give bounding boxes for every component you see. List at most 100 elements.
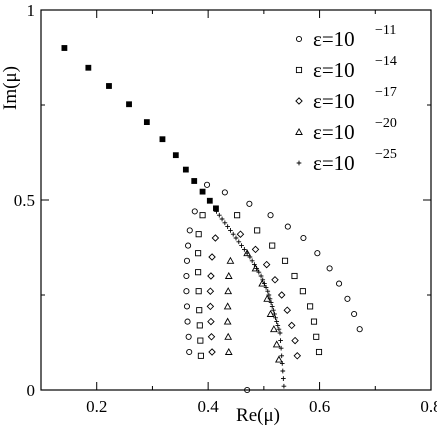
legend-entry: ε=10 −11 bbox=[295, 23, 396, 51]
data-point bbox=[269, 242, 276, 249]
x-tick-label: 0.4 bbox=[198, 397, 220, 416]
legend-exponent: −14 bbox=[375, 54, 397, 69]
data-point bbox=[244, 386, 251, 394]
shared-point bbox=[159, 136, 166, 143]
data-point bbox=[272, 311, 277, 317]
data-point bbox=[196, 322, 203, 329]
data-point bbox=[344, 295, 351, 302]
shared-point bbox=[182, 166, 189, 173]
data-point bbox=[326, 265, 333, 272]
legend-marker bbox=[296, 160, 302, 166]
y-axis-title: Im(μ) bbox=[0, 66, 21, 110]
legend-entry: ε=10 −14 bbox=[295, 54, 397, 82]
y-tick-label: 0.5 bbox=[14, 191, 35, 210]
data-point bbox=[236, 230, 245, 238]
data-point bbox=[183, 257, 191, 264]
data-point bbox=[258, 273, 264, 279]
data-point bbox=[336, 280, 343, 287]
shared-point bbox=[191, 178, 198, 184]
data-point bbox=[252, 262, 257, 267]
legend-label: ε=10 bbox=[313, 27, 355, 51]
data-point bbox=[314, 250, 321, 257]
data-point bbox=[239, 243, 244, 248]
data-point bbox=[197, 352, 204, 359]
data-point bbox=[310, 318, 318, 325]
x-tick-label: 0.2 bbox=[86, 397, 107, 416]
legend-exponent: −17 bbox=[375, 85, 397, 100]
data-point bbox=[247, 254, 253, 260]
legend-exponent: −11 bbox=[375, 23, 396, 38]
data-point bbox=[197, 337, 204, 344]
data-point bbox=[284, 223, 291, 230]
data-point bbox=[186, 227, 193, 234]
shared-point bbox=[61, 45, 68, 51]
data-point bbox=[206, 287, 215, 295]
data-point bbox=[191, 208, 198, 215]
legend-exponent: −25 bbox=[375, 147, 397, 162]
data-point bbox=[275, 355, 283, 363]
data-point bbox=[265, 288, 271, 294]
legend-marker bbox=[295, 127, 303, 135]
data-point bbox=[277, 330, 283, 336]
data-point bbox=[206, 302, 215, 311]
data-point bbox=[315, 348, 323, 356]
data-point bbox=[225, 224, 230, 229]
data-point bbox=[266, 292, 272, 298]
series-5 bbox=[214, 209, 287, 389]
data-point bbox=[267, 296, 273, 302]
data-point bbox=[271, 276, 279, 284]
data-point bbox=[251, 245, 260, 254]
x-tick-label: 0.6 bbox=[309, 397, 330, 416]
data-point bbox=[226, 256, 235, 264]
legend-marker bbox=[295, 97, 303, 105]
legend-entry: ε=10 −25 bbox=[296, 147, 397, 175]
data-point bbox=[211, 234, 220, 242]
data-point bbox=[224, 332, 233, 340]
data-point bbox=[246, 200, 253, 207]
shared-point bbox=[206, 197, 213, 204]
data-point bbox=[207, 317, 215, 326]
data-point bbox=[233, 235, 239, 241]
data-point bbox=[272, 340, 281, 348]
data-point bbox=[207, 333, 216, 341]
data-point bbox=[268, 300, 274, 305]
data-point bbox=[223, 302, 232, 310]
data-point bbox=[208, 348, 216, 356]
data-point bbox=[262, 281, 267, 286]
data-point bbox=[277, 291, 286, 299]
series-3 bbox=[206, 230, 302, 360]
data-point bbox=[270, 307, 276, 313]
data-point bbox=[287, 321, 296, 330]
shared-point bbox=[199, 188, 206, 195]
data-point bbox=[183, 272, 190, 280]
data-point bbox=[195, 288, 202, 295]
y-tick-label: 0 bbox=[27, 381, 36, 400]
data-point bbox=[283, 306, 292, 314]
legend-label: ε=10 bbox=[313, 151, 355, 175]
axis-ticks bbox=[40, 9, 432, 391]
data-point bbox=[281, 376, 286, 381]
data-point bbox=[185, 333, 192, 340]
data-point bbox=[278, 338, 283, 343]
shared-point bbox=[143, 119, 150, 125]
data-point bbox=[356, 326, 363, 333]
data-point bbox=[208, 253, 216, 261]
data-point bbox=[300, 234, 307, 242]
data-point bbox=[195, 269, 202, 276]
data-point bbox=[186, 348, 193, 356]
data-point bbox=[270, 325, 278, 333]
legend: ε=10 −11 ε=10 −14 ε=10 −17 ε=10 −20 ε=10 −25 bbox=[295, 23, 397, 175]
data-point bbox=[313, 333, 320, 340]
data-point bbox=[244, 250, 250, 256]
data-point bbox=[195, 250, 202, 257]
legend-marker bbox=[295, 35, 303, 43]
data-point bbox=[223, 317, 232, 325]
data-point bbox=[221, 189, 228, 196]
data-point bbox=[263, 285, 269, 290]
data-marks bbox=[61, 45, 363, 394]
legend-label: ε=10 bbox=[313, 89, 355, 113]
data-point bbox=[299, 288, 306, 295]
shared-point bbox=[85, 64, 92, 71]
data-point bbox=[291, 336, 299, 345]
